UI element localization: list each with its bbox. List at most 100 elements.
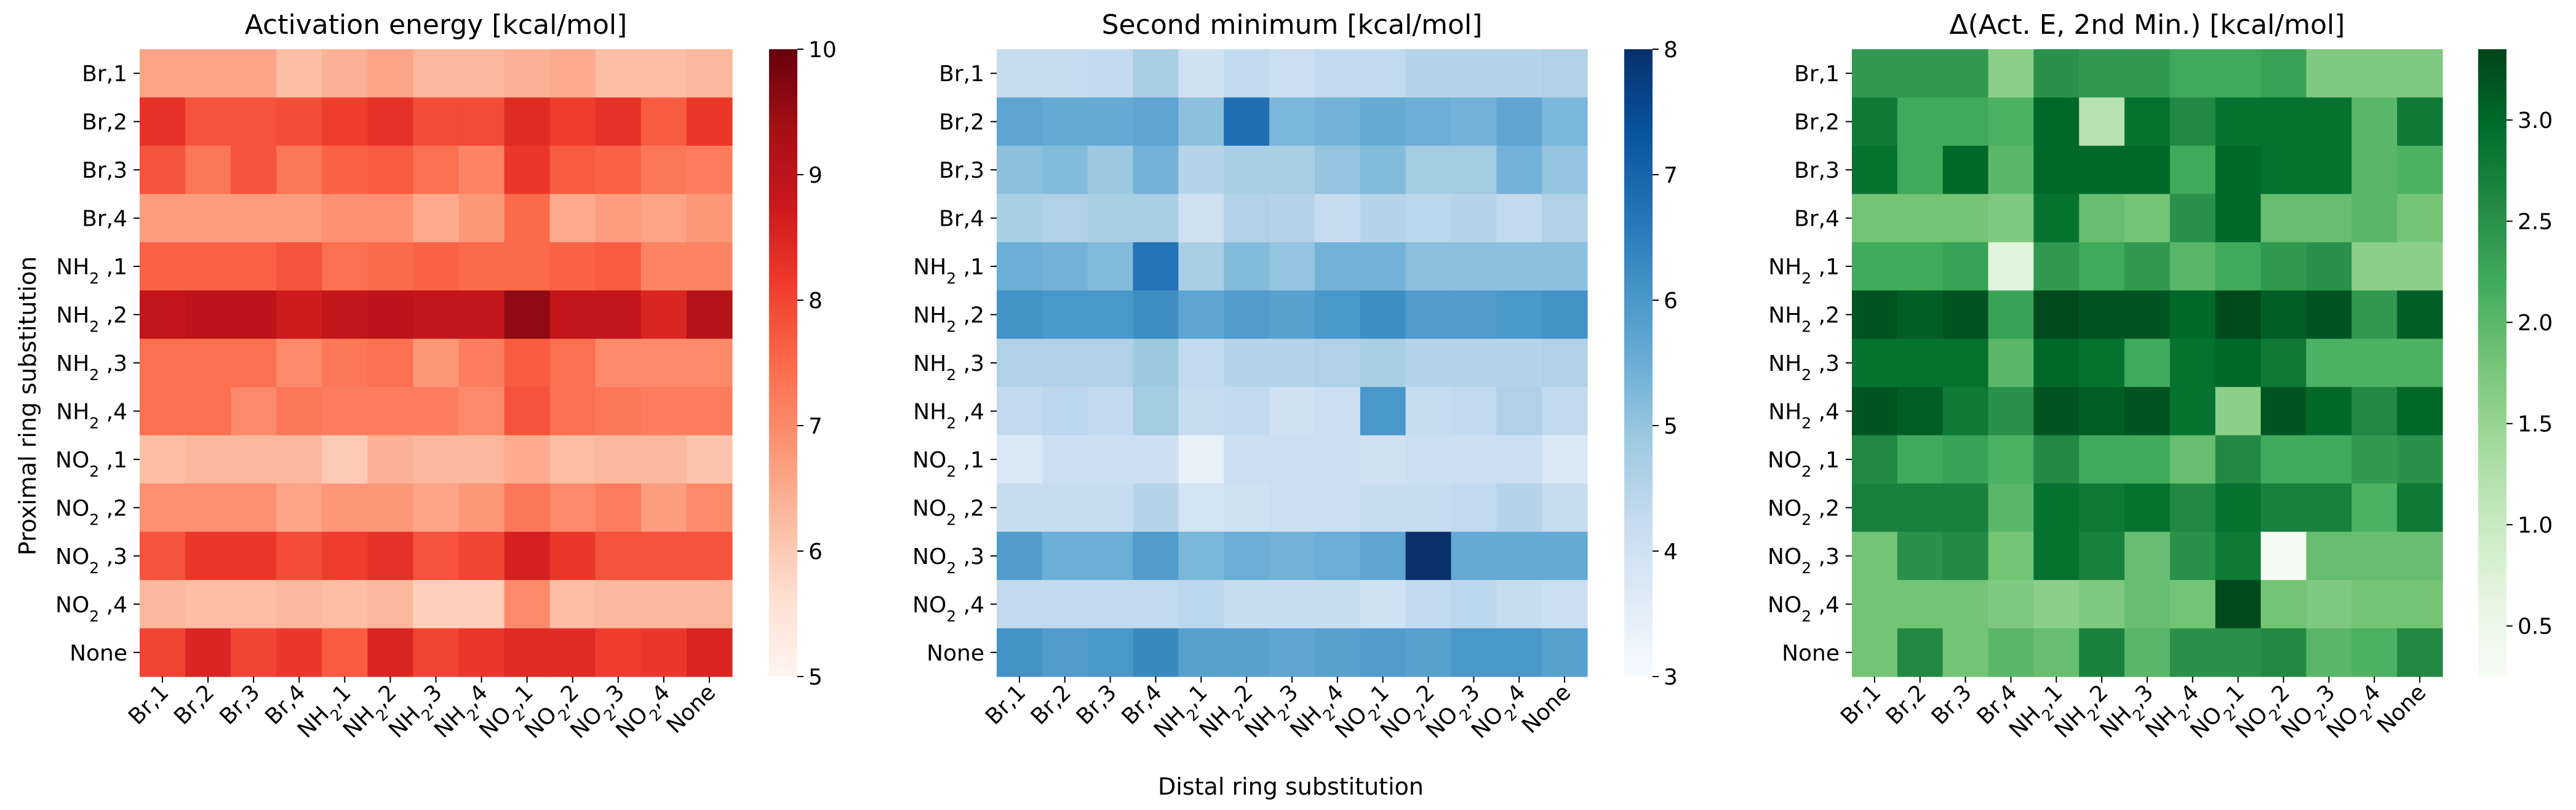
heatmap-cell xyxy=(2306,531,2352,581)
tick-suffix: ,3 xyxy=(956,351,984,376)
tick-text: NO xyxy=(55,496,89,521)
tick-text: None xyxy=(1517,680,1576,738)
heatmap-cell xyxy=(1988,531,2034,581)
heatmap-cell xyxy=(2033,483,2080,533)
heatmap-cell xyxy=(1496,435,1542,484)
heatmap-cell xyxy=(686,483,733,533)
tick-suffix: ,4 xyxy=(963,207,984,232)
y-tick-label: Br,4 xyxy=(1794,207,1840,232)
heatmap-cell xyxy=(231,387,277,436)
heatmap-cell xyxy=(231,49,277,98)
heatmap-cell xyxy=(2169,387,2216,436)
heatmap-cell xyxy=(2079,435,2125,484)
heatmap-cell xyxy=(458,628,505,677)
heatmap-cell xyxy=(367,628,414,677)
heatmap-cell xyxy=(686,242,733,291)
heatmap-cell xyxy=(2079,242,2125,291)
heatmap-cell xyxy=(276,435,322,484)
tick-text: NO xyxy=(1768,448,1801,473)
heatmap-cell xyxy=(322,338,368,387)
y-tick-label: NH2 ,3 xyxy=(56,351,127,384)
heatmap-cell xyxy=(1988,483,2034,533)
colorbar-tick-label: 7 xyxy=(808,414,823,439)
heatmap-cell xyxy=(2260,145,2307,194)
tick-text: NH xyxy=(56,255,89,280)
x-tick-label: Br,3 xyxy=(215,680,265,729)
heatmap-cell xyxy=(1087,483,1134,533)
colorbar xyxy=(1624,49,1653,677)
heatmap-cell xyxy=(1042,387,1088,436)
heatmap-cell xyxy=(1087,531,1134,581)
x-tick-label: None xyxy=(2372,680,2431,738)
heatmap-cell xyxy=(1042,194,1088,243)
heatmap-cell xyxy=(1133,580,1179,629)
tick-suffix: ,4 xyxy=(1316,680,1349,712)
heatmap-cell xyxy=(504,531,551,581)
heatmap-cell xyxy=(2351,242,2398,291)
heatmap-cell xyxy=(1314,483,1361,533)
heatmap-cell xyxy=(1178,580,1224,629)
heatmap-cell xyxy=(1451,483,1497,533)
heatmap-cell xyxy=(1942,97,1989,146)
heatmap-cell xyxy=(322,242,368,291)
heatmap-cell xyxy=(1942,580,1989,629)
heatmap-cell xyxy=(140,49,186,98)
heatmap-cell xyxy=(185,580,231,629)
heatmap-cell xyxy=(686,338,733,387)
tick-suffix: ,4 xyxy=(99,399,127,424)
heatmap-cell xyxy=(1852,387,1898,436)
heatmap-cell xyxy=(2169,145,2216,194)
tick-text: NO xyxy=(1768,496,1801,521)
colorbar xyxy=(2478,49,2506,677)
heatmap-cell xyxy=(2260,387,2307,436)
heatmap-cell xyxy=(2124,97,2171,146)
heatmap-cell xyxy=(367,338,414,387)
y-tick-label: NO2 ,4 xyxy=(912,592,984,625)
heatmap-cell xyxy=(322,194,368,243)
heatmap-cell xyxy=(2215,628,2262,677)
y-tick-label: Br,3 xyxy=(939,158,984,183)
heatmap-cell xyxy=(640,435,687,484)
tick-suffix: ,1 xyxy=(99,255,127,280)
heatmap-cell xyxy=(1988,628,2034,677)
colorbar-tick-label: 3.0 xyxy=(2518,108,2553,133)
tick-suffix: ,3 xyxy=(99,544,127,570)
heatmap-cell xyxy=(1087,145,1134,194)
x-tick-label: Br,2 xyxy=(169,680,219,729)
heatmap-cell xyxy=(140,194,186,243)
heatmap-cell xyxy=(1133,628,1179,677)
heatmap-cell xyxy=(2169,290,2216,339)
heatmap-cell xyxy=(1451,387,1497,436)
heatmap-cell xyxy=(2079,49,2125,98)
heatmap-cell xyxy=(997,483,1043,533)
y-tick-label: NO2 ,1 xyxy=(1768,448,1840,480)
heatmap-cell xyxy=(1042,242,1088,291)
tick-suffix: ,1 xyxy=(106,62,127,87)
heatmap-cell xyxy=(549,49,596,98)
heatmap-cell xyxy=(2397,145,2443,194)
tick-text: Br xyxy=(1794,207,1819,232)
heatmap-cell xyxy=(276,580,322,629)
heatmap-cell xyxy=(1897,531,1944,581)
heatmap-cell xyxy=(595,628,642,677)
heatmap-cell xyxy=(1897,194,1944,243)
tick-subscript: 2 xyxy=(946,510,956,528)
heatmap-cell xyxy=(2397,290,2443,339)
y-tick-label: None xyxy=(927,641,984,666)
heatmap-cell xyxy=(2033,628,2080,677)
heatmap-cell xyxy=(413,531,460,581)
heatmap-cell xyxy=(185,531,231,581)
colorbar-tick-label: 8 xyxy=(1664,38,1678,63)
heatmap-cell xyxy=(458,483,505,533)
tick-text: Br xyxy=(939,110,963,135)
heatmap-cell xyxy=(140,145,186,194)
heatmap-cell xyxy=(1224,97,1270,146)
heatmap-cell xyxy=(1852,49,1898,98)
chart-title: Activation energy [kcal/mol] xyxy=(245,9,628,41)
heatmap-cell xyxy=(185,435,231,484)
heatmap-cell xyxy=(686,145,733,194)
tick-subscript: 2 xyxy=(1801,462,1811,480)
heatmap-cell xyxy=(1178,194,1224,243)
heatmap-cell xyxy=(2033,145,2080,194)
heatmap-cell xyxy=(2351,49,2398,98)
